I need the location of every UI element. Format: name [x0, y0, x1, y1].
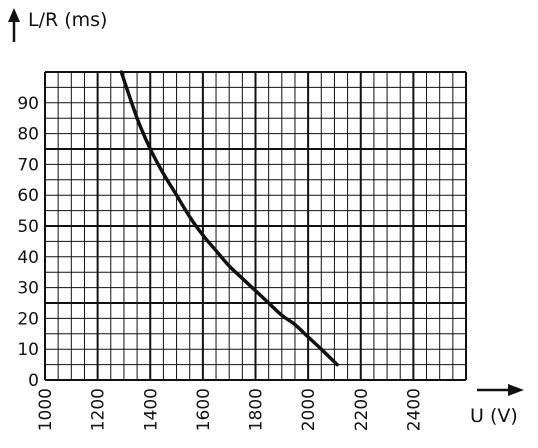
x-tick-label: 2000 [299, 388, 319, 431]
x-tick-label: 2400 [404, 388, 424, 431]
y-tick-label: 30 [17, 279, 39, 299]
y-tick-label: 40 [17, 248, 39, 268]
x-tick-label: 1600 [194, 388, 214, 431]
y-tick-label: 50 [17, 217, 39, 237]
x-tick-labels: 1000 1200 1400 1600 1800 2000 2200 2400 [36, 388, 424, 431]
y-tick-label: 60 [17, 186, 39, 206]
y-tick-label: 90 [17, 94, 39, 114]
x-tick-label: 2200 [352, 388, 372, 431]
y-tick-label: 0 [28, 371, 39, 391]
x-axis-arrow [477, 384, 524, 396]
y-tick-labels: 0 10 20 30 40 50 60 70 80 90 [17, 94, 39, 391]
y-tick-label: 80 [17, 125, 39, 145]
data-curve [119, 70, 339, 367]
grid [44, 71, 467, 381]
y-tick-label: 70 [17, 155, 39, 175]
x-tick-label: 1000 [36, 388, 56, 431]
x-tick-label: 1200 [89, 388, 109, 431]
y-tick-label: 20 [17, 309, 39, 329]
y-tick-label: 10 [17, 340, 39, 360]
y-axis-label: L/R (ms) [28, 9, 107, 31]
x-axis-label: U (V) [470, 405, 518, 427]
x-tick-label: 1800 [247, 388, 267, 431]
x-tick-label: 1400 [141, 388, 161, 431]
y-axis-arrow [8, 8, 20, 42]
